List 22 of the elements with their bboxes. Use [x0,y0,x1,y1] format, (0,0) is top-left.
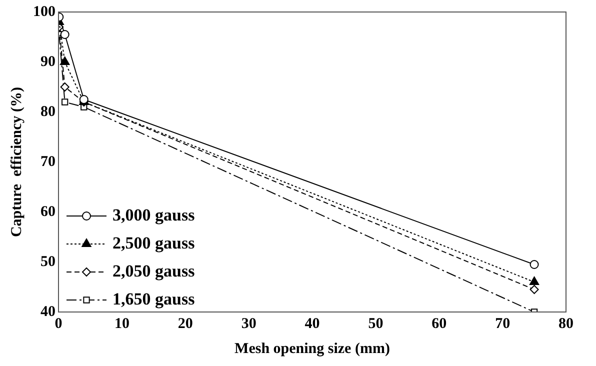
x-axis-title: Mesh opening size (mm) [234,340,390,357]
x-tick-label: 40 [304,316,320,332]
y-tick-label: 80 [40,104,56,120]
x-tick-label: 10 [114,316,130,332]
legend-label: 1,650 gauss [112,289,196,308]
legend-label: 2,050 gauss [112,261,196,280]
x-tick-label: 70 [495,316,510,332]
y-tick-label: 90 [40,54,56,70]
x-tick-label: 60 [432,316,447,332]
x-tick-label: 30 [241,316,256,332]
y-tick-label: 60 [40,204,56,220]
y-tick-label: 50 [40,254,56,270]
x-tick-label: 50 [368,316,384,332]
x-tick-label: 80 [558,316,574,332]
x-tick-label: 0 [54,316,62,332]
y-tick-label: 40 [40,304,56,320]
legend-label: 2,500 gauss [112,233,196,252]
y-tick-label: 100 [33,4,56,20]
legend-label: 3,000 gauss [112,205,196,224]
x-tick-label: 20 [178,316,193,332]
y-tick-label: 70 [40,154,56,170]
y-axis-title: Capture efficiency (%) [8,86,25,238]
